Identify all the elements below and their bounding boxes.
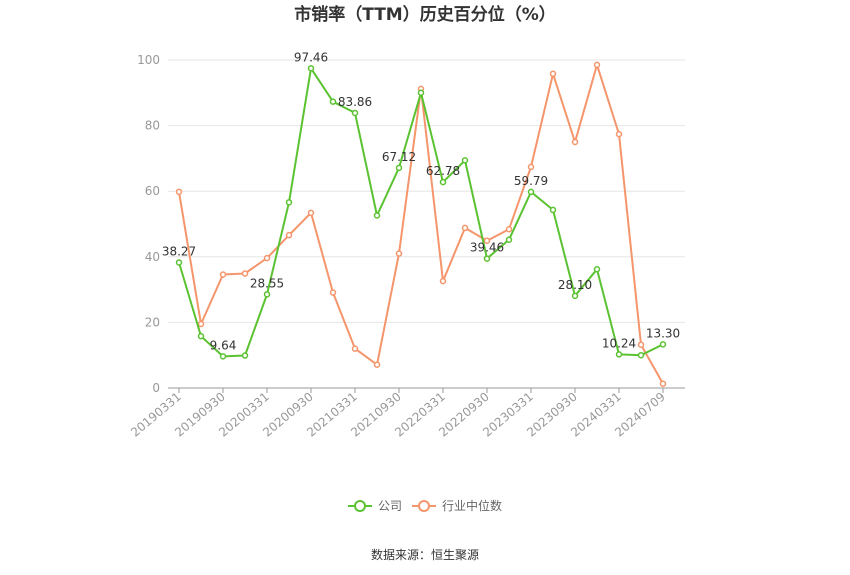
data-point[interactable] (307, 209, 315, 217)
data-point[interactable] (219, 271, 227, 278)
y-tick-label: 100 (137, 53, 160, 67)
legend-item-0[interactable]: 公司 (348, 499, 402, 513)
data-point[interactable] (461, 224, 469, 232)
data-label: 10.24 (602, 336, 636, 350)
data-label: 67.12 (382, 150, 416, 164)
data-labels: 38.27 9.64 28.55 97.46 83.86 67.12 62.78 39.46 5… (162, 50, 680, 352)
data-label: 62.78 (426, 164, 460, 178)
data-point[interactable] (263, 254, 271, 262)
data-label: 38.27 (162, 244, 196, 258)
data-point[interactable] (527, 163, 535, 171)
data-label: 13.30 (646, 326, 680, 340)
data-point[interactable] (197, 332, 205, 340)
legend[interactable]: 公司 行业中位数 (348, 498, 502, 513)
data-point[interactable] (241, 352, 249, 359)
data-point[interactable] (659, 341, 667, 348)
data-point[interactable] (285, 199, 293, 206)
data-label: 83.86 (338, 95, 372, 109)
data-point[interactable] (439, 277, 447, 285)
data-point[interactable] (373, 361, 381, 368)
data-point[interactable] (175, 259, 183, 266)
data-point[interactable] (351, 345, 359, 352)
data-point[interactable] (241, 270, 249, 277)
source-note: 数据来源：恒生聚源 (371, 547, 479, 562)
data-point[interactable] (285, 231, 293, 239)
data-point[interactable] (593, 266, 601, 273)
data-point[interactable] (351, 109, 359, 117)
series-lines (175, 61, 667, 387)
y-tick-label: 40 (145, 250, 160, 264)
data-point[interactable] (197, 320, 205, 328)
data-label: 28.55 (250, 276, 284, 290)
data-point[interactable] (461, 157, 469, 164)
legend-swatch-marker (354, 500, 366, 512)
data-point[interactable] (637, 351, 645, 359)
data-point[interactable] (439, 178, 447, 186)
legend-label: 行业中位数 (442, 498, 502, 513)
chart-title: 市销率（TTM）历史百分位（%） (294, 4, 556, 25)
data-point[interactable] (263, 291, 271, 298)
data-point[interactable] (417, 89, 425, 97)
data-point[interactable] (659, 380, 667, 387)
data-point[interactable] (483, 255, 491, 262)
data-point[interactable] (307, 65, 315, 72)
data-point[interactable] (373, 212, 381, 219)
data-point[interactable] (571, 292, 579, 300)
data-point[interactable] (637, 341, 645, 348)
y-tick-label: 80 (145, 119, 160, 133)
data-point[interactable] (329, 98, 337, 105)
data-point[interactable] (505, 236, 513, 243)
data-point[interactable] (571, 138, 579, 146)
data-point[interactable] (549, 206, 557, 214)
data-point[interactable] (219, 353, 227, 360)
data-point[interactable] (505, 225, 513, 233)
legend-item-1[interactable]: 行业中位数 (412, 498, 502, 513)
data-point[interactable] (483, 237, 491, 244)
data-point[interactable] (549, 70, 557, 78)
y-tick-label: 0 (152, 381, 160, 395)
data-label: 28.10 (558, 278, 592, 292)
data-point[interactable] (527, 188, 535, 196)
data-point[interactable] (175, 188, 183, 196)
data-label: 97.46 (294, 50, 328, 64)
data-point[interactable] (615, 351, 623, 358)
data-point[interactable] (615, 130, 623, 138)
data-point[interactable] (329, 289, 337, 296)
axes: 0204060801002019033120190930202003312020… (128, 53, 685, 440)
data-point[interactable] (395, 164, 403, 172)
data-point[interactable] (395, 250, 403, 257)
data-label: 9.64 (210, 338, 237, 352)
data-label: 39.46 (470, 241, 504, 255)
data-point[interactable] (593, 61, 601, 69)
legend-swatch-marker (418, 500, 430, 512)
data-label: 59.79 (514, 174, 548, 188)
y-tick-label: 60 (145, 184, 160, 198)
grid-lines (168, 59, 685, 323)
series-line-0 (178, 67, 664, 358)
y-tick-label: 20 (145, 315, 160, 329)
legend-label: 公司 (378, 499, 402, 513)
